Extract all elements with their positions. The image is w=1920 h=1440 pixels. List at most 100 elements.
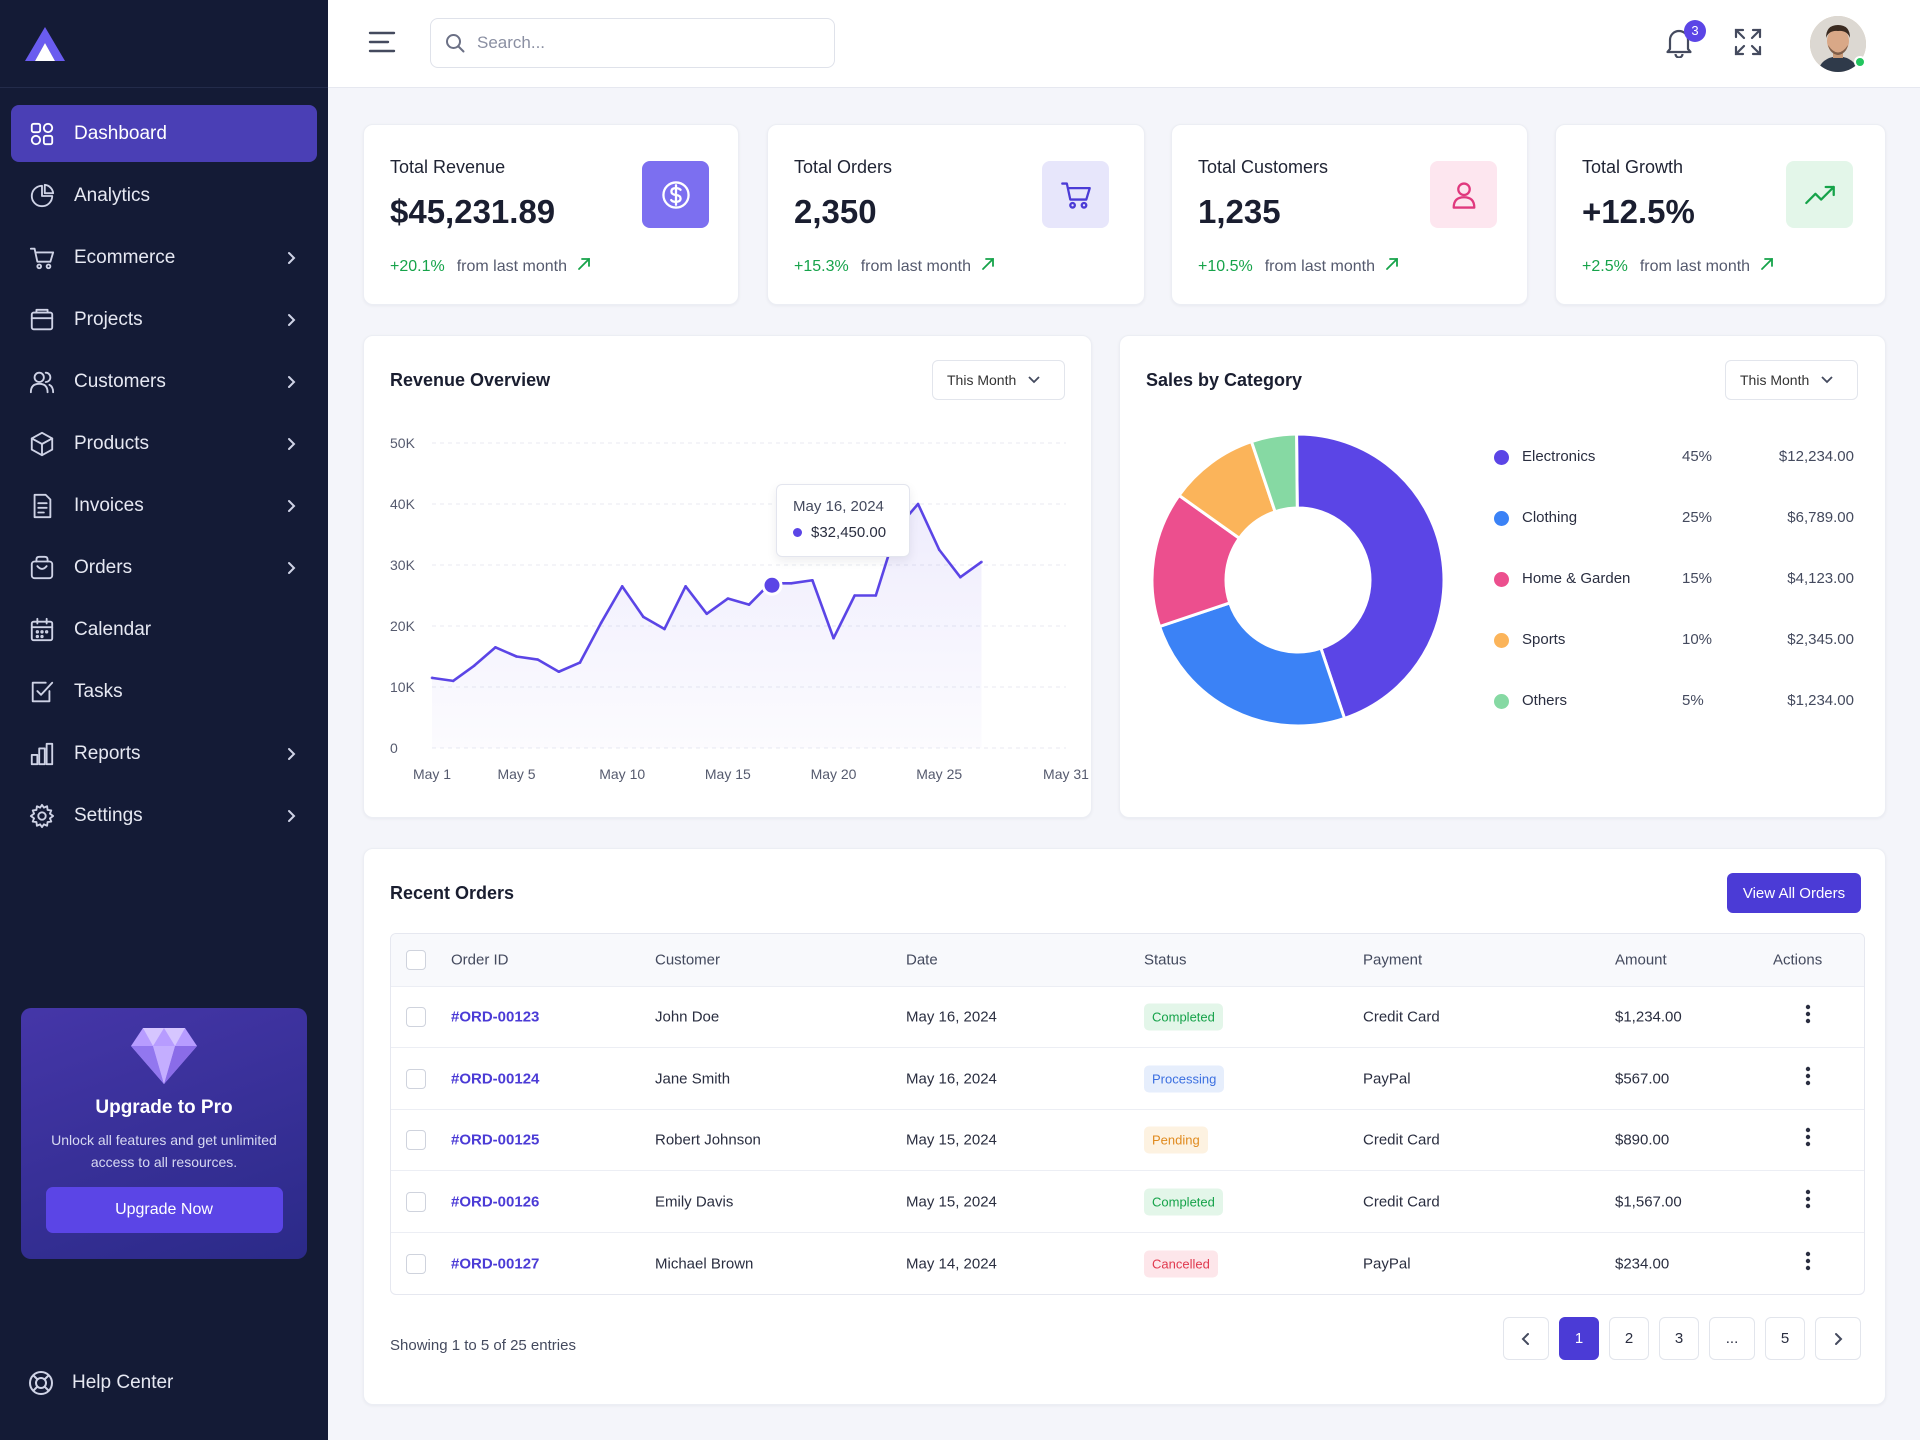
customer-name: John Doe: [655, 1008, 720, 1026]
sidebar-item-settings[interactable]: Settings: [11, 787, 317, 844]
legend-amount: $2,345.00: [1787, 631, 1854, 648]
page-button-3[interactable]: 3: [1659, 1317, 1699, 1360]
sidebar-item-products[interactable]: Products: [11, 415, 317, 472]
revenue-data-point: [916, 502, 920, 506]
row-checkbox[interactable]: [406, 1191, 426, 1212]
more-actions-icon[interactable]: [1805, 1189, 1811, 1215]
legend-swatch: [1494, 694, 1509, 709]
sidebar-item-label: Ecommerce: [74, 246, 176, 268]
search-input[interactable]: [477, 33, 807, 53]
more-actions-icon[interactable]: [1805, 1066, 1811, 1092]
revenue-data-point: [642, 615, 645, 619]
next-page-button[interactable]: [1815, 1317, 1861, 1360]
sidebar-item-tasks[interactable]: Tasks: [11, 663, 317, 720]
page-button-1[interactable]: 1: [1559, 1317, 1599, 1360]
payment-method: Credit Card: [1363, 1193, 1440, 1210]
order-id-link[interactable]: #ORD-00126: [451, 1193, 540, 1210]
table-row: #ORD-00126 Emily Davis May 15, 2024 Complet…: [391, 1172, 1864, 1233]
upgrade-now-button[interactable]: Upgrade Now: [45, 1187, 283, 1233]
stat-change: +15.3%: [794, 257, 849, 275]
more-actions-icon[interactable]: [1805, 1251, 1811, 1277]
row-checkbox[interactable]: [406, 1068, 426, 1089]
sidebar-item-orders[interactable]: Orders: [11, 539, 317, 596]
legend-percent: 25%: [1682, 509, 1713, 526]
sidebar-item-dashboard[interactable]: Dashboard: [11, 105, 317, 162]
more-actions-icon[interactable]: [1805, 1004, 1811, 1030]
x-tick-label: May 1: [413, 766, 451, 782]
revenue-data-point: [536, 658, 539, 661]
sidebar-item-calendar[interactable]: Calendar: [11, 601, 317, 658]
select-all-checkbox[interactable]: [406, 950, 426, 970]
legend-item-sports: Sports 10% $2,345.00: [1494, 629, 1854, 653]
sales-period-dropdown[interactable]: This Month: [1725, 360, 1858, 400]
sidebar-item-analytics[interactable]: Analytics: [11, 167, 317, 224]
revenue-period-dropdown[interactable]: This Month: [932, 360, 1065, 400]
tasks-icon: [28, 678, 56, 706]
donut-slice-electronics[interactable]: [1295, 432, 1446, 721]
page-button-5[interactable]: 5: [1765, 1317, 1805, 1360]
order-id-link[interactable]: #ORD-00125: [451, 1131, 540, 1149]
sidebar-item-label: Reports: [74, 742, 141, 764]
previous-page-button[interactable]: [1503, 1317, 1549, 1360]
chart-tooltip: May 16, 2024 $32,450.00: [776, 484, 910, 557]
order-id-link[interactable]: #ORD-00123: [451, 1008, 540, 1026]
y-tick-label: 0: [390, 740, 398, 756]
more-actions-icon[interactable]: [1805, 1127, 1811, 1153]
y-tick-label: 10K: [390, 679, 416, 695]
column-header-status[interactable]: Status: [1144, 951, 1187, 969]
order-id-link[interactable]: #ORD-00127: [451, 1255, 540, 1272]
row-checkbox[interactable]: [406, 1130, 426, 1150]
view-all-orders-button[interactable]: View All Orders: [1727, 873, 1861, 913]
column-header-customer[interactable]: Customer: [655, 951, 721, 969]
order-id-link[interactable]: #ORD-00124: [451, 1070, 540, 1087]
revenue-data-point: [726, 597, 730, 600]
customer-name: Jane Smith: [655, 1070, 731, 1087]
stat-change: +2.5%: [1582, 257, 1628, 275]
trending-up-icon: [1786, 161, 1853, 228]
revenue-data-point: [620, 585, 624, 588]
arrow-up-right-icon: [1385, 257, 1399, 276]
column-header-order-id[interactable]: Order ID: [451, 951, 509, 969]
stat-change: +20.1%: [390, 257, 445, 275]
x-tick-label: May 25: [916, 766, 962, 782]
row-checkbox[interactable]: [406, 1007, 426, 1027]
order-amount: $890.00: [1615, 1131, 1670, 1149]
legend-item-electronics: Electronics 45% $12,234.00: [1494, 446, 1854, 470]
donut-slice-clothing[interactable]: [1157, 601, 1347, 728]
sidebar-item-reports[interactable]: Reports: [11, 725, 317, 782]
fullscreen-icon[interactable]: [1734, 28, 1762, 61]
sidebar-item-label: Tasks: [74, 680, 123, 702]
stat-footer: +15.3% from last month: [794, 257, 995, 276]
lifebuoy-icon: [28, 1370, 54, 1396]
sidebar-item-invoices[interactable]: Invoices: [11, 477, 317, 534]
column-header-payment[interactable]: Payment: [1363, 951, 1423, 969]
help-center-link[interactable]: Help Center: [28, 1370, 173, 1396]
order-amount: $567.00: [1615, 1070, 1670, 1087]
row-checkbox[interactable]: [406, 1253, 426, 1274]
dashboard-icon: [28, 120, 56, 148]
tooltip-dot: [793, 528, 802, 537]
legend-label: Others: [1522, 692, 1568, 709]
sidebar-item-ecommerce[interactable]: Ecommerce: [11, 229, 317, 286]
bell-icon[interactable]: [1664, 26, 1694, 63]
search-box: [430, 18, 835, 68]
stat-change-suffix: from last month: [1639, 257, 1751, 275]
tooltip-date: May 16, 2024: [793, 498, 884, 515]
donut-slice-others[interactable]: [1249, 432, 1299, 514]
revenue-data-point: [599, 621, 603, 625]
column-header-amount[interactable]: Amount: [1615, 951, 1667, 969]
column-header-date[interactable]: Date: [906, 951, 938, 969]
chevron-right-icon: [283, 808, 299, 824]
sidebar-item-projects[interactable]: Projects: [11, 291, 317, 348]
menu-toggle-icon[interactable]: [368, 30, 396, 59]
legend-label: Electronics: [1522, 448, 1596, 465]
revenue-data-point: [980, 560, 983, 564]
order-date: May 16, 2024: [906, 1008, 997, 1026]
revenue-period-label: This Month: [947, 372, 1017, 388]
sidebar-item-customers[interactable]: Customers: [11, 353, 317, 410]
calendar-icon: [28, 616, 56, 644]
y-tick-label: 40K: [390, 496, 416, 512]
logo[interactable]: [0, 0, 328, 88]
page-button-2[interactable]: 2: [1609, 1317, 1649, 1360]
legend-label: Home & Garden: [1522, 570, 1631, 587]
